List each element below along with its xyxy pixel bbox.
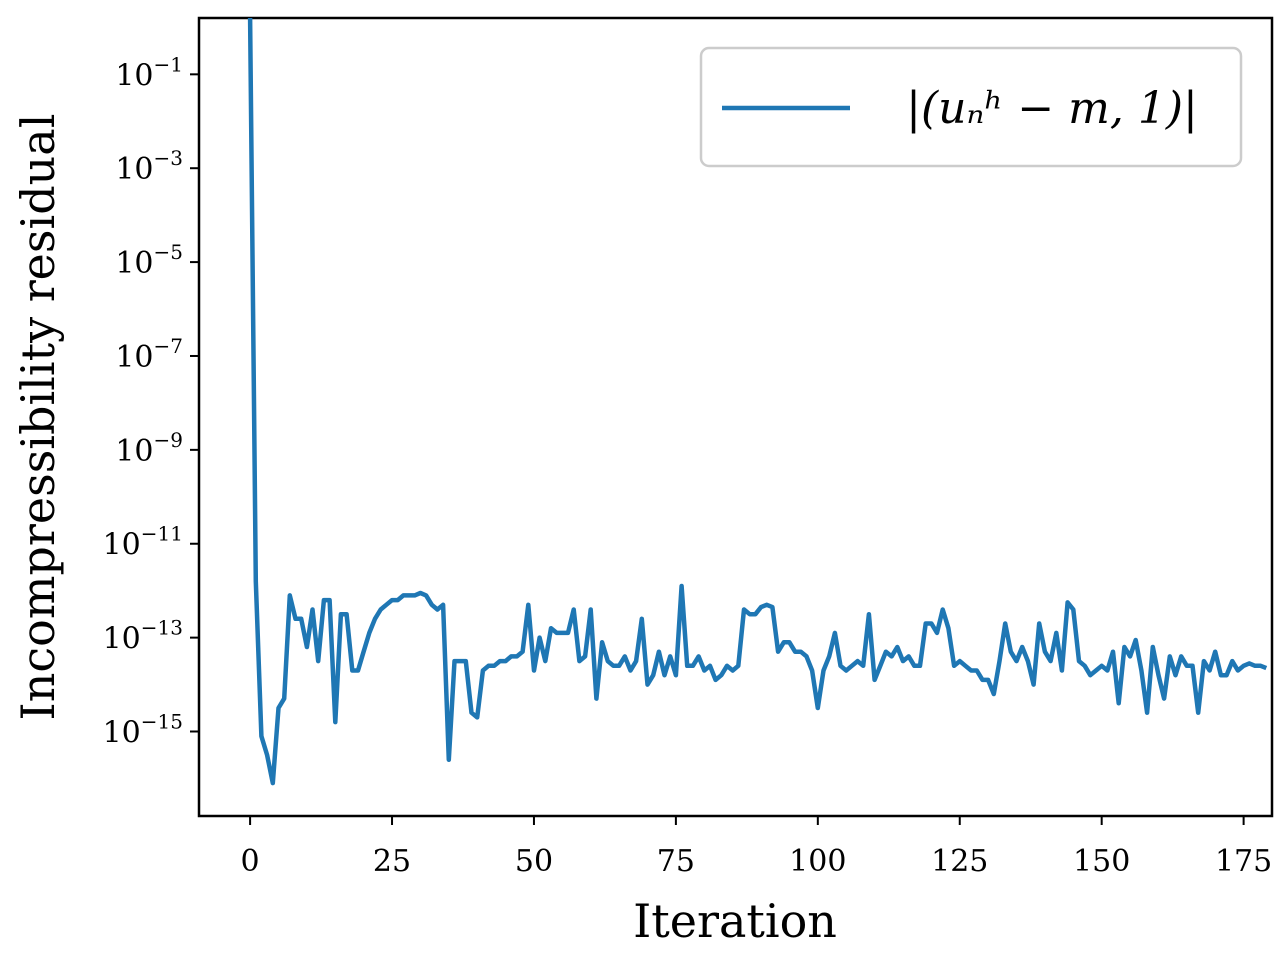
x-tick-label: 175 (1215, 844, 1272, 879)
legend-label: |(uₙʰ − m, 1)| (906, 83, 1198, 134)
y-tick-label: 10−13 (103, 616, 183, 657)
series-line-0 (247, 17, 1268, 786)
x-tick-label: 150 (1073, 844, 1130, 879)
x-tick-label: 75 (657, 844, 695, 879)
plot-area-frame (197, 16, 1274, 818)
x-tick-label: 0 (241, 844, 260, 879)
y-tick-label: 10−1 (115, 52, 183, 93)
y-tick-label: 10−9 (115, 428, 183, 469)
series-layer (247, 17, 1268, 786)
y-tick-label: 10−11 (103, 522, 183, 563)
x-tick-label: 50 (515, 844, 553, 879)
x-tick-label: 100 (789, 844, 846, 879)
legend-box (699, 46, 1243, 168)
y-tick-label: 10−7 (115, 334, 183, 375)
x-tick-label: 25 (373, 844, 411, 879)
y-tick-label: 10−5 (115, 240, 183, 281)
y-tick-label: 10−15 (103, 710, 183, 751)
legend: |(uₙʰ − m, 1)| (699, 46, 1243, 168)
y-tick-label: 10−3 (115, 146, 183, 187)
y-axis-title: Incompressibility residual (11, 114, 65, 721)
x-tick-label: 125 (931, 844, 988, 879)
y-axis-ticks: 10−1 10−3 10−5 10−7 10−9 10−11 10−13 10−15 (103, 52, 199, 751)
x-axis-ticks: 0 25 50 75 100 125 150 175 (241, 816, 1272, 879)
x-axis-title: Iteration (633, 894, 837, 948)
